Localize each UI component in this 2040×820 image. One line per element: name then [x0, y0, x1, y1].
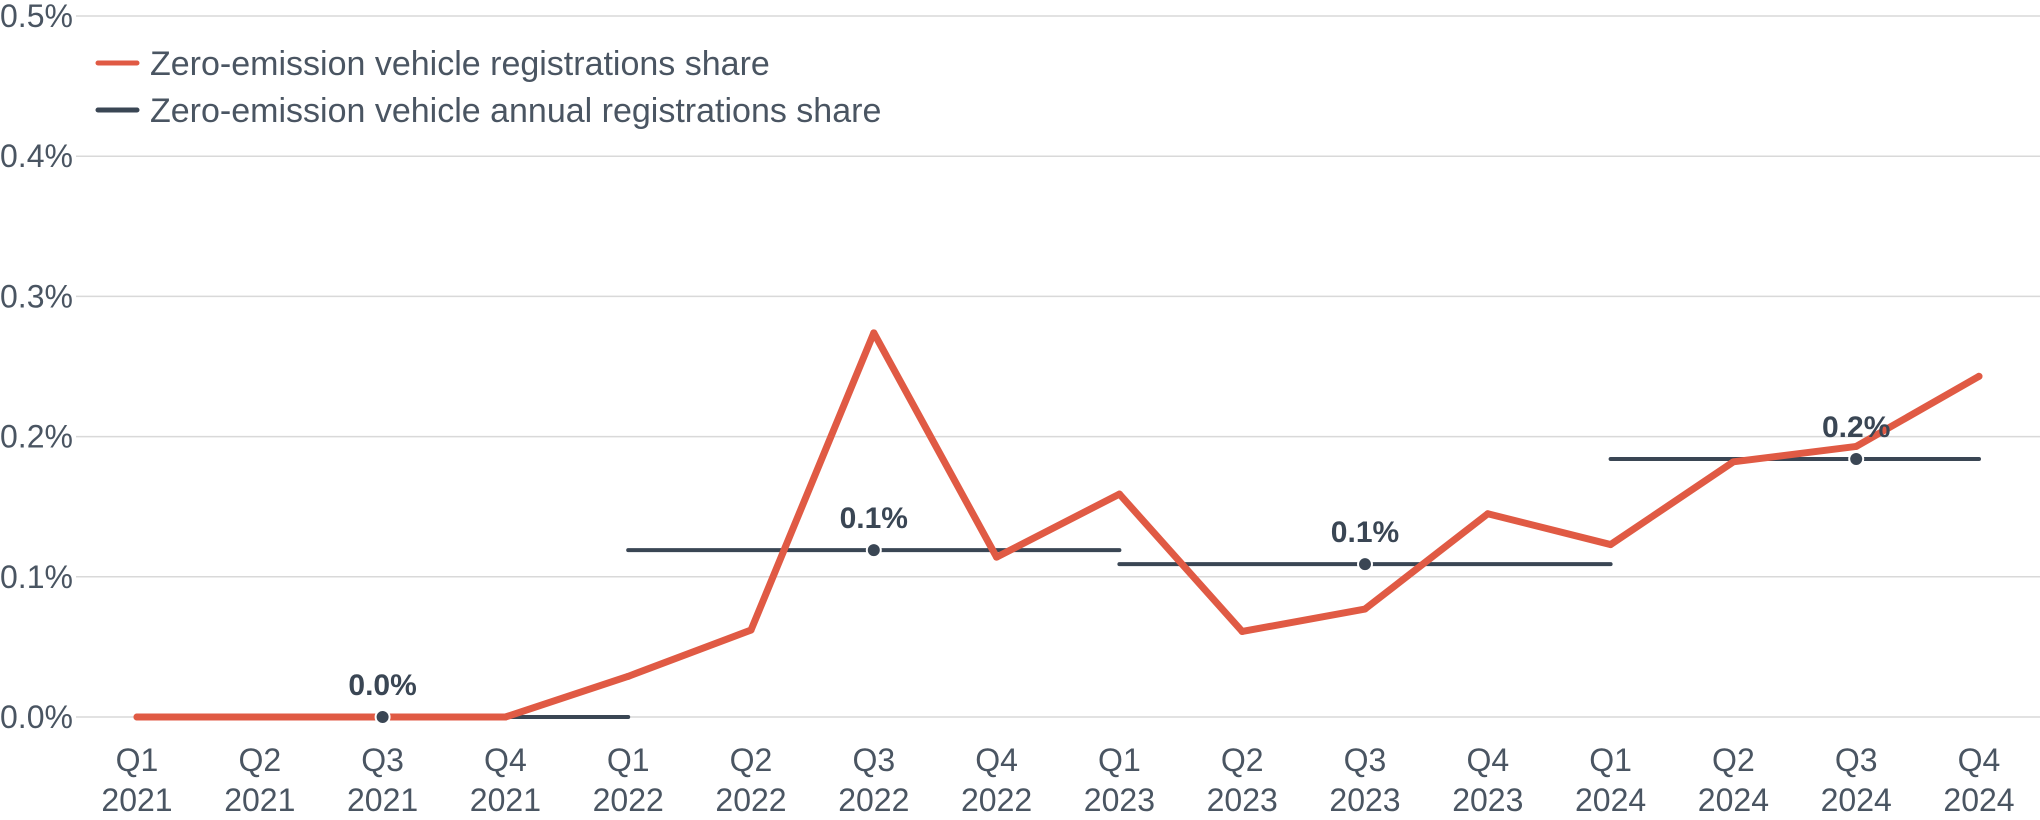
data-point-q1-2021 [133, 713, 141, 721]
x-tick-label-quarter: Q3 [852, 742, 895, 778]
y-tick-label: 0.2% [0, 419, 73, 455]
quarterly-series [133, 329, 1983, 721]
x-tick-label-quarter: Q2 [1712, 742, 1755, 778]
data-point-q2-2023 [1238, 627, 1246, 635]
series-line-quarterly [133, 329, 1983, 721]
data-point-q4-2021 [501, 713, 509, 721]
x-tick-label-year: 2021 [101, 782, 172, 818]
annual-label-2023: 0.1% [1331, 516, 1399, 549]
annual-marker-2023 [1357, 556, 1373, 573]
data-point-q2-2024 [1729, 458, 1737, 466]
legend: Zero-emission vehicle registrations shar… [95, 45, 881, 130]
x-tick-label-year: 2022 [838, 782, 909, 818]
x-tick-label-year: 2024 [1943, 782, 2014, 818]
x-tick-label-quarter: Q4 [484, 742, 527, 778]
data-point-q1-2022 [624, 672, 632, 680]
x-tick-label-year: 2022 [593, 782, 664, 818]
x-tick-label-quarter: Q2 [1221, 742, 1264, 778]
data-point-q4-2023 [1484, 510, 1492, 518]
y-tick-label: 0.4% [0, 138, 73, 174]
x-tick-label-year: 2024 [1821, 782, 1892, 818]
y-tick-label: 0.3% [0, 278, 73, 314]
x-tick-label-quarter: Q2 [730, 742, 773, 778]
x-tick-label-quarter: Q3 [361, 742, 404, 778]
y-tick-label: 0.1% [0, 559, 73, 595]
x-tick-label-year: 2021 [347, 782, 418, 818]
x-tick-label-quarter: Q4 [975, 742, 1018, 778]
data-point-q4-2024 [1975, 372, 1983, 380]
x-tick-label-quarter: Q1 [1589, 742, 1632, 778]
x-axis-ticks: Q1 2021 Q2 2021 Q3 2021 Q4 2021 Q1 2022 Q2 2022 Q3 20… [101, 742, 2014, 818]
x-tick-label-year: 2023 [1084, 782, 1155, 818]
data-point-q2-2022 [747, 626, 755, 634]
data-point-q3-2023 [1361, 605, 1369, 613]
data-point-q1-2023 [1115, 490, 1123, 498]
x-tick-label-quarter: Q3 [1344, 742, 1387, 778]
x-tick-label-quarter: Q4 [1466, 742, 1509, 778]
x-tick-label-quarter: Q1 [1098, 742, 1141, 778]
x-tick-label-year: 2022 [715, 782, 786, 818]
gridlines [76, 15, 2040, 718]
x-tick-label-year: 2023 [1207, 782, 1278, 818]
legend-label-quarterly: Zero-emission vehicle registrations shar… [150, 45, 770, 83]
x-tick-label-quarter: Q4 [1958, 742, 2001, 778]
x-tick-label-quarter: Q2 [238, 742, 281, 778]
annual-annotations: 0.0% 0.1% 0.1% 0.2% [348, 411, 1890, 725]
x-tick-label-quarter: Q3 [1835, 742, 1878, 778]
x-tick-label-year: 2023 [1452, 782, 1523, 818]
x-tick-label-year: 2022 [961, 782, 1032, 818]
x-tick-label-year: 2024 [1698, 782, 1769, 818]
x-tick-label-year: 2023 [1329, 782, 1400, 818]
x-tick-label-quarter: Q1 [116, 742, 159, 778]
data-point-q1-2024 [1607, 541, 1615, 549]
annual-marker-2021 [374, 709, 391, 725]
x-tick-label-year: 2021 [470, 782, 541, 818]
annual-label-2024: 0.2% [1822, 411, 1890, 444]
x-tick-label-year: 2021 [224, 782, 295, 818]
x-tick-label-quarter: Q1 [607, 742, 650, 778]
annual-marker-2024 [1848, 451, 1865, 468]
annual-marker-2022 [865, 542, 882, 559]
annual-label-2022: 0.1% [840, 502, 908, 535]
data-point-q4-2022 [993, 553, 1001, 561]
data-point-q3-2024 [1852, 442, 1860, 450]
annual-label-2021: 0.0% [348, 669, 416, 702]
legend-label-annual: Zero-emission vehicle annual registratio… [150, 92, 881, 130]
data-point-q2-2021 [256, 713, 264, 721]
y-tick-label: 0.0% [0, 699, 73, 735]
data-point-q3-2022 [870, 329, 878, 337]
y-axis-ticks: 0.0% 0.1% 0.2% 0.3% 0.4% 0.5% [0, 0, 73, 735]
x-tick-label-year: 2024 [1575, 782, 1646, 818]
y-tick-label: 0.5% [0, 0, 73, 34]
